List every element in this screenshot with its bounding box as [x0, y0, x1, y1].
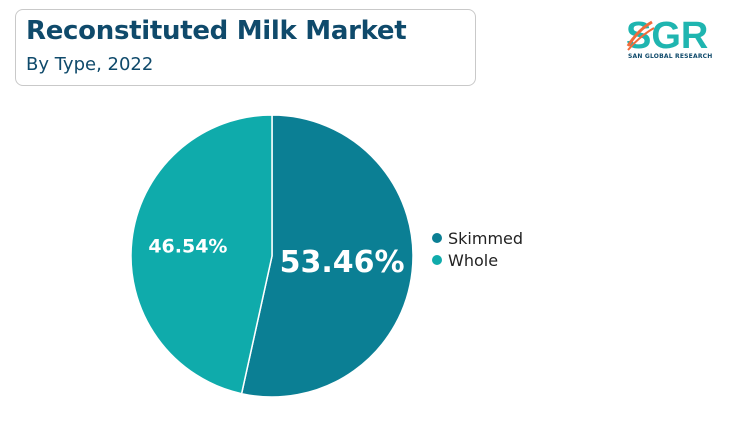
- legend-swatch: [432, 255, 442, 265]
- data-label-skimmed: 53.46%: [280, 245, 405, 280]
- logo-swoosh-1: [626, 20, 653, 47]
- title-box: Reconstituted Milk Market By Type, 2022: [15, 9, 476, 86]
- legend-swatch: [432, 233, 442, 243]
- logo-tagline: SAN GLOBAL RESEARCH: [628, 53, 713, 60]
- legend-label: Skimmed: [448, 228, 524, 248]
- chart-legend: Skimmed Whole: [432, 227, 523, 271]
- chart-title: Reconstituted Milk Market: [26, 16, 407, 46]
- chart-subtitle: By Type, 2022: [26, 54, 154, 75]
- legend-label: Whole: [448, 250, 499, 270]
- logo-swoosh-2: [627, 27, 655, 51]
- logo-text: SGR: [626, 15, 708, 57]
- data-label-whole: 46.54%: [148, 235, 227, 257]
- pie-slice-whole: [130, 114, 273, 395]
- legend-item-whole: Whole: [432, 249, 523, 271]
- pie-slice-skimmed: [240, 114, 414, 398]
- sgr-logo: SGR: [626, 15, 708, 57]
- legend-item-skimmed: Skimmed: [432, 227, 523, 249]
